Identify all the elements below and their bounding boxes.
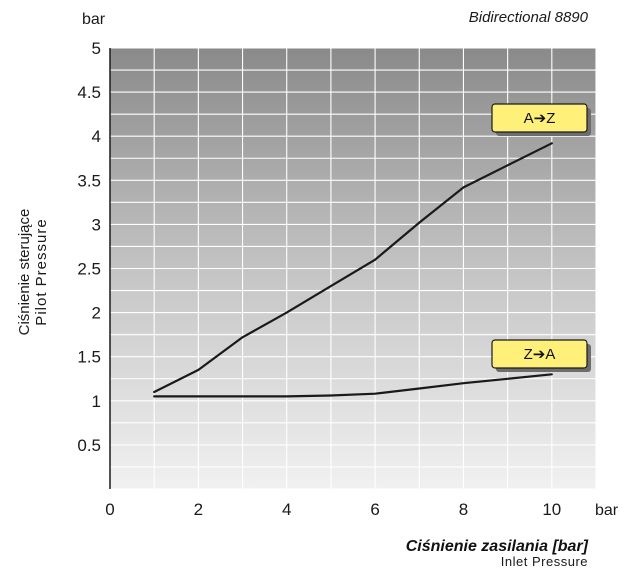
- series-legends: A➔Z Z➔A: [491, 103, 591, 372]
- y-tick-label: 5: [92, 39, 101, 58]
- y-tick-label: 3: [92, 215, 101, 234]
- series-line-a-to-z: [153, 142, 553, 394]
- legend-box: [491, 339, 588, 369]
- series-lines: [153, 142, 553, 398]
- legend-a-to-z: A➔Z: [491, 103, 591, 136]
- series-line-z-to-a: [153, 373, 553, 398]
- grid: [109, 47, 597, 490]
- x-tick-label: 4: [282, 500, 291, 519]
- model-label: Bidirectional 8890: [469, 9, 589, 26]
- y-axis-sublabel: Pilot Pressure: [33, 218, 50, 325]
- y-tick-label: 1.5: [77, 348, 101, 367]
- legend-label: Z➔A: [524, 346, 556, 363]
- y-tick-label: 3.5: [77, 171, 101, 190]
- x-tick-label: 0: [105, 500, 114, 519]
- legend-box: [491, 103, 588, 133]
- y-unit-label: bar: [82, 11, 106, 28]
- x-unit-label: bar: [595, 502, 619, 519]
- x-axis-label: Ciśnienie zasilania [bar]: [406, 538, 589, 555]
- legend-z-to-a: Z➔A: [491, 339, 591, 372]
- y-tick-label: 2: [92, 304, 101, 323]
- x-tick-labels: 0 2 4 6 8 10: [105, 500, 561, 519]
- x-tick-label: 2: [194, 500, 203, 519]
- y-tick-label: 0.5: [77, 436, 101, 455]
- legend-label: A➔Z: [524, 110, 556, 127]
- x-tick-label: 8: [459, 500, 468, 519]
- y-tick-label: 2.5: [77, 260, 101, 279]
- y-tick-labels: 0.5 1 1.5 2 2.5 3 3.5 4 4.5 5: [77, 39, 101, 455]
- y-tick-label: 1: [92, 392, 101, 411]
- x-tick-label: 6: [370, 500, 379, 519]
- x-axis-sublabel: Inlet Pressure: [501, 554, 588, 569]
- x-tick-label: 10: [542, 500, 561, 519]
- y-tick-label: 4.5: [77, 83, 101, 102]
- y-tick-label: 4: [92, 127, 101, 146]
- y-axis-label: Ciśnienie sterujące: [16, 209, 33, 336]
